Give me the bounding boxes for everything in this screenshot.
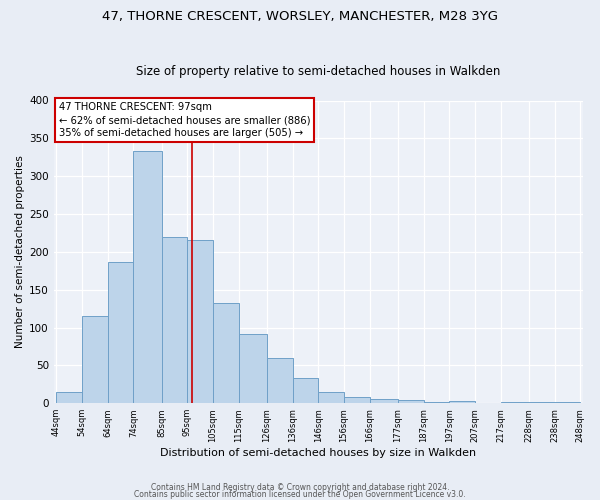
Bar: [108, 262, 133, 403]
Text: Contains public sector information licensed under the Open Government Licence v3: Contains public sector information licen…: [134, 490, 466, 499]
X-axis label: Distribution of semi-detached houses by size in Walkden: Distribution of semi-detached houses by …: [160, 448, 476, 458]
Bar: [449, 401, 475, 403]
Bar: [344, 397, 370, 403]
Text: 47, THORNE CRESCENT, WORSLEY, MANCHESTER, M28 3YG: 47, THORNE CRESCENT, WORSLEY, MANCHESTER…: [102, 10, 498, 23]
Bar: [293, 378, 318, 403]
Bar: [56, 392, 82, 403]
Bar: [529, 402, 554, 403]
Bar: [133, 151, 161, 403]
Bar: [424, 402, 449, 403]
Bar: [554, 402, 580, 403]
Bar: [267, 358, 293, 403]
Bar: [239, 334, 267, 403]
Text: 47 THORNE CRESCENT: 97sqm
← 62% of semi-detached houses are smaller (886)
35% of: 47 THORNE CRESCENT: 97sqm ← 62% of semi-…: [59, 102, 310, 139]
Bar: [318, 392, 344, 403]
Bar: [500, 402, 529, 403]
Bar: [370, 400, 398, 403]
Bar: [187, 240, 213, 403]
Bar: [398, 400, 424, 403]
Y-axis label: Number of semi-detached properties: Number of semi-detached properties: [15, 156, 25, 348]
Title: Size of property relative to semi-detached houses in Walkden: Size of property relative to semi-detach…: [136, 66, 500, 78]
Bar: [161, 236, 187, 403]
Text: Contains HM Land Registry data © Crown copyright and database right 2024.: Contains HM Land Registry data © Crown c…: [151, 484, 449, 492]
Bar: [82, 316, 108, 403]
Bar: [213, 304, 239, 403]
